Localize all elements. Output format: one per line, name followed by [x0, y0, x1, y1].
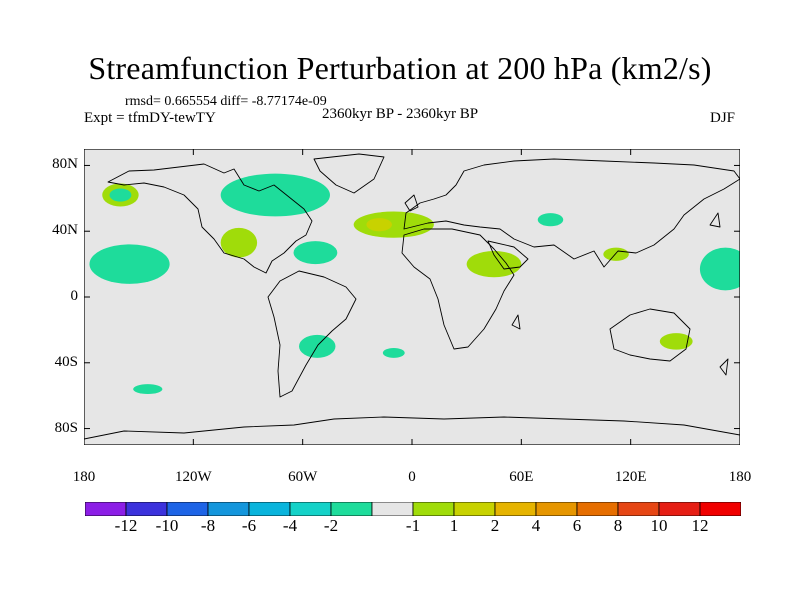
- colorbar-box: [658, 502, 701, 516]
- anomaly-central-asia: [537, 213, 564, 227]
- period-label: 2360kyr BP - 2360kyr BP: [322, 106, 479, 122]
- rmsd-stat: rmsd= 0.665554 diff= -8.77174e-09: [125, 94, 327, 109]
- arabia-coast: [487, 240, 529, 270]
- colorbar-box: [371, 502, 414, 516]
- colorbar-box: [412, 502, 455, 516]
- x-tick-label: 180: [728, 469, 752, 485]
- map-plot: [84, 149, 740, 445]
- colorbar-box: [699, 502, 741, 516]
- x-tick-label: 120W: [174, 469, 212, 485]
- colorbar-label: 4: [531, 516, 541, 535]
- y-tick-label: 40S: [54, 353, 78, 370]
- anomaly-west-pacific: [699, 247, 740, 291]
- anomaly-north-atlantic-canada: [220, 173, 330, 217]
- colorbar-label: -1: [405, 516, 421, 535]
- anomaly-western-atlantic: [293, 241, 338, 265]
- south-america-coast: [267, 270, 357, 398]
- colorbar-box: [85, 502, 127, 516]
- colorbar-box: [535, 502, 578, 516]
- colorbar-label: 8: [613, 516, 623, 535]
- anomaly-europe-core: [366, 218, 392, 232]
- colorbar-box: [125, 502, 168, 516]
- season-label: DJF: [710, 110, 736, 126]
- x-tick-label: 60E: [509, 469, 534, 485]
- map-background: [84, 149, 740, 445]
- x-tick-label: 120E: [614, 469, 647, 485]
- colorbar-box: [330, 502, 373, 516]
- anomaly-south-indian: [382, 347, 405, 358]
- x-tick-label: 180: [72, 469, 96, 485]
- colorbar-label: 1: [449, 516, 459, 535]
- y-tick-label: 40N: [52, 222, 78, 239]
- anomaly-layer: [89, 173, 740, 395]
- colorbar-box: [617, 502, 660, 516]
- antarctica-coast: [84, 416, 740, 440]
- coastlines: [84, 153, 740, 440]
- anomaly-australia: [659, 333, 693, 350]
- anomaly-alaska-core: [109, 188, 132, 202]
- y-tick-label: 0: [70, 288, 79, 304]
- colorbar-label: 2: [490, 516, 500, 535]
- colorbar: [85, 502, 741, 516]
- colorbar-box: [289, 502, 332, 516]
- anomaly-arabia: [466, 250, 522, 278]
- british-isles-coast: [404, 194, 419, 212]
- y-tick-label: 80S: [54, 419, 78, 436]
- colorbar-label: -8: [200, 516, 216, 535]
- colorbar-label: -6: [241, 516, 257, 535]
- colorbar-label: 10: [650, 516, 668, 535]
- greenland-coast: [313, 153, 385, 194]
- experiment-label: Expt = tfmDY-tewTY: [84, 110, 216, 126]
- australia-coast: [609, 308, 691, 362]
- japan-coast: [709, 212, 721, 228]
- eurasia-coast: [403, 158, 740, 268]
- y-tick-label: 80N: [52, 156, 78, 173]
- anomaly-europe: [353, 211, 434, 238]
- x-tick-label: 60W: [288, 469, 318, 485]
- colorbar-box: [494, 502, 537, 516]
- anomaly-south-pacific: [133, 384, 163, 395]
- colorbar-label: -2: [323, 516, 339, 535]
- tick-marks: [84, 149, 740, 445]
- colorbar-box: [248, 502, 291, 516]
- colorbar-box: [453, 502, 496, 516]
- colorbar-box: [166, 502, 209, 516]
- anomaly-china: [603, 247, 629, 261]
- madagascar-coast: [511, 314, 521, 330]
- chart-title: Streamfunction Perturbation at 200 hPa (…: [88, 50, 712, 86]
- colorbar-label: -12: [114, 516, 138, 535]
- colorbar-box: [207, 502, 250, 516]
- colorbar-label: 6: [572, 516, 582, 535]
- colorbar-label: -4: [282, 516, 298, 535]
- x-tick-label: 0: [408, 469, 416, 485]
- africa-coast: [401, 228, 515, 350]
- north-america-coast: [107, 163, 313, 274]
- colorbar-box: [576, 502, 619, 516]
- new-zealand-coast: [719, 358, 729, 376]
- anomaly-gulf-mexico: [220, 227, 258, 258]
- colorbar-label: -10: [155, 516, 179, 535]
- anomaly-east-pacific: [89, 244, 170, 284]
- colorbar-label: 12: [691, 516, 709, 535]
